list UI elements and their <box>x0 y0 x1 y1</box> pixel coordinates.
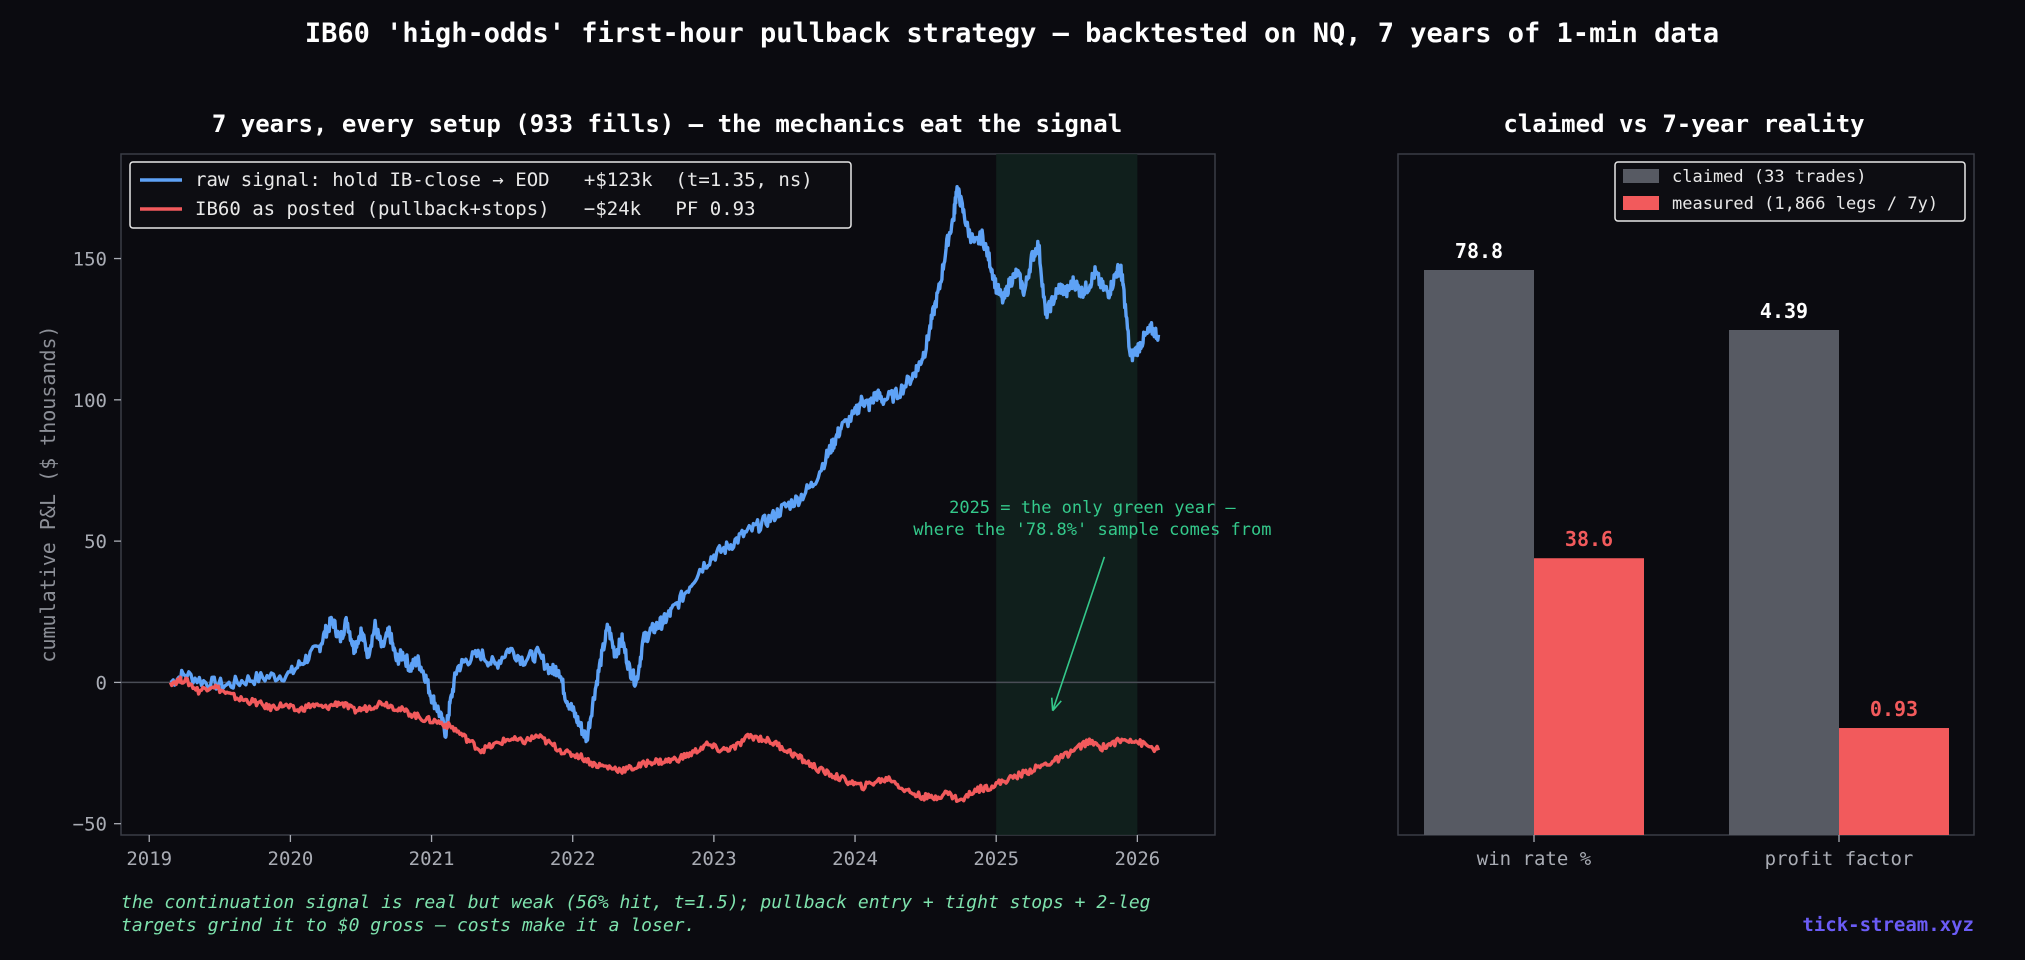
x-tick-label: 2025 <box>973 848 1019 870</box>
annotation-arrow-shaft <box>1051 556 1106 711</box>
annotation-text-line: 2025 = the only green year — <box>949 498 1236 518</box>
right-legend: claimed (33 trades) measured (1,866 legs … <box>1614 161 1966 222</box>
cumulative-pnl-chart: 7 years, every setup (933 fills) — the m… <box>36 110 1272 870</box>
highlight-span-2025 <box>996 154 1138 835</box>
legend-entry: raw signal: hold IB-close → EOD +$123k (… <box>195 169 813 191</box>
bar <box>1729 330 1839 835</box>
left-legend: raw signal: hold IB-close → EOD +$123k (… <box>129 161 852 229</box>
claimed-vs-measured-chart: claimed vs 7-year reality 78.8 38.6 4.39 0.… <box>1397 110 1975 870</box>
legend-swatch <box>1623 169 1659 183</box>
bar-value-label: 38.6 <box>1565 527 1613 551</box>
annotation-arrow-head <box>1050 697 1062 712</box>
raw-signal-line <box>169 185 1161 744</box>
footnote-line-2: targets grind it to $0 gross — costs mak… <box>121 915 695 936</box>
y-tick-label: 150 <box>73 249 107 271</box>
pnl-series <box>168 185 1161 803</box>
bar <box>1424 270 1534 835</box>
x-tick-label: 2026 <box>1114 848 1160 870</box>
legend-frame <box>1614 161 1966 222</box>
annotation-2025: 2025 = the only green year —where the '7… <box>913 498 1272 712</box>
y-tick-label: 0 <box>96 672 107 694</box>
x-tick-label: 2022 <box>550 848 596 870</box>
bar-value-label: 78.8 <box>1455 239 1503 263</box>
bar <box>1839 728 1949 835</box>
y-tick-label: 100 <box>73 390 107 412</box>
x-tick-label: 2020 <box>268 848 314 870</box>
y-axis-ticks: −50 0 50 100 150 <box>73 249 121 836</box>
x-tick-label: 2023 <box>691 848 737 870</box>
category-label: win rate % <box>1477 848 1592 870</box>
bar-value-label: 4.39 <box>1760 299 1808 323</box>
left-chart-title: 7 years, every setup (933 fills) — the m… <box>212 110 1122 138</box>
legend-swatch <box>1623 196 1659 210</box>
x-tick-label: 2019 <box>126 848 172 870</box>
y-tick-label: 50 <box>84 531 107 553</box>
highlight-2025 <box>996 154 1138 835</box>
legend-entry: claimed (33 trades) <box>1672 167 1866 187</box>
legend-entry: IB60 as posted (pullback+stops) −$24k PF… <box>195 198 756 220</box>
x-tick-label: 2024 <box>832 848 878 870</box>
bars: 78.8 38.6 4.39 0.93 <box>1424 239 1949 835</box>
bar <box>1534 558 1644 835</box>
category-label: profit factor <box>1765 848 1914 870</box>
bar-value-label: 0.93 <box>1870 697 1918 721</box>
right-chart-title: claimed vs 7-year reality <box>1503 110 1864 138</box>
footnote-line-1: the continuation signal is real but weak… <box>121 892 1151 913</box>
legend-frame <box>129 161 852 229</box>
legend-entry: measured (1,866 legs / 7y) <box>1672 194 1938 214</box>
figure-title: IB60 'high-odds' first-hour pullback str… <box>305 18 1719 49</box>
y-tick-label: −50 <box>73 814 107 836</box>
category-labels: win rate % profit factor <box>1477 835 1914 870</box>
y-axis-label: cumulative P&L ($ thousands) <box>36 325 60 662</box>
brand-watermark: tick-stream.xyz <box>1802 914 1974 936</box>
x-tick-label: 2021 <box>409 848 455 870</box>
ib60-posted-line <box>168 675 1161 803</box>
annotation-text-line: where the '78.8%' sample comes from <box>913 520 1271 540</box>
x-axis-ticks: 2019 2020 2021 2022 2023 2024 2025 2026 <box>126 835 1160 870</box>
